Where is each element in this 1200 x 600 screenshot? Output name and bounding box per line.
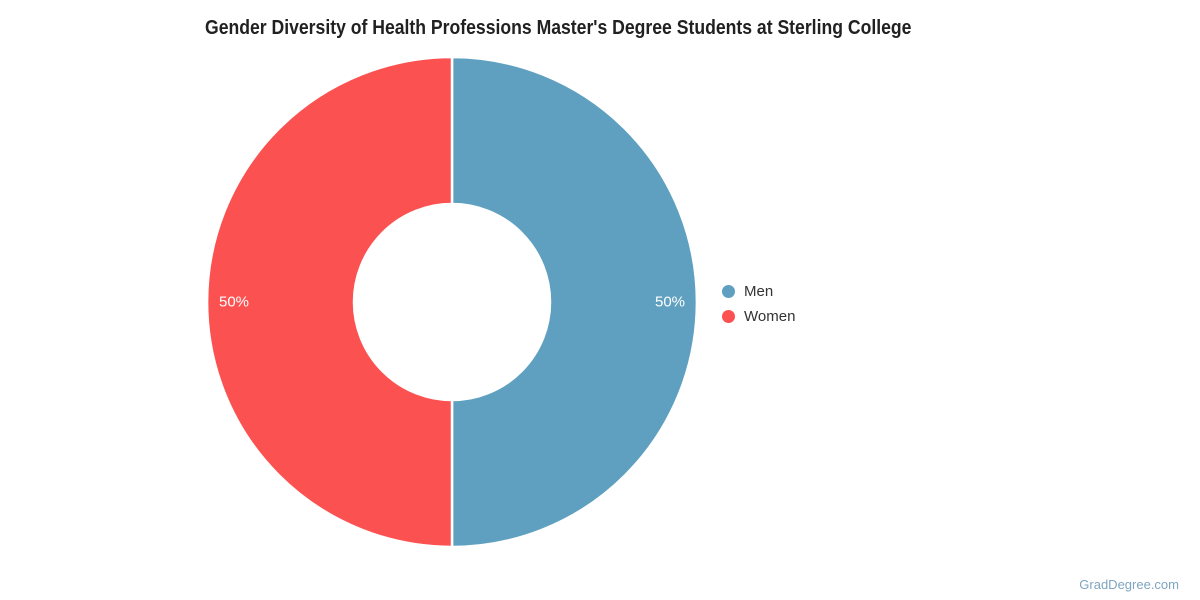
- legend-item-women[interactable]: Women: [722, 305, 795, 327]
- chart-legend: Men Women: [722, 280, 795, 327]
- legend-item-men[interactable]: Men: [722, 280, 795, 302]
- slice-label-men: 50%: [655, 294, 685, 311]
- legend-label-women: Women: [744, 307, 796, 325]
- legend-dot-men-icon: [722, 284, 735, 298]
- chart-title: Gender Diversity of Health Professions M…: [205, 17, 912, 39]
- pie-slice-men[interactable]: [450, 55, 699, 549]
- slice-label-women: 50%: [219, 294, 249, 311]
- legend-label-men: Men: [744, 282, 774, 300]
- pie-slice-women[interactable]: [205, 55, 454, 549]
- watermark-link[interactable]: GradDegree.com: [1079, 577, 1179, 592]
- legend-dot-women-icon: [722, 309, 735, 323]
